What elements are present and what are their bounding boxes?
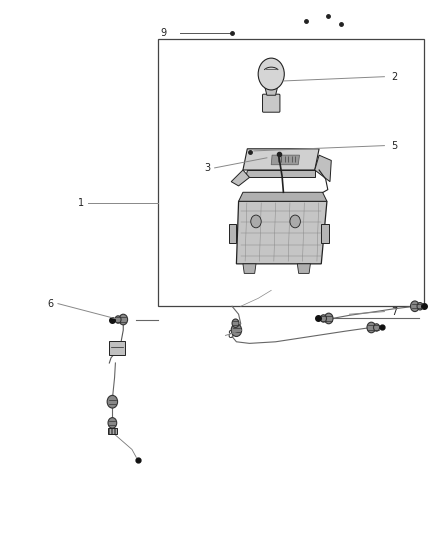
Polygon shape bbox=[245, 170, 315, 177]
Circle shape bbox=[251, 215, 261, 228]
Polygon shape bbox=[109, 341, 124, 355]
Polygon shape bbox=[239, 192, 327, 201]
Circle shape bbox=[417, 303, 423, 310]
Circle shape bbox=[107, 395, 117, 408]
Polygon shape bbox=[297, 264, 311, 273]
Polygon shape bbox=[315, 155, 331, 182]
Text: 6: 6 bbox=[47, 298, 53, 309]
Polygon shape bbox=[265, 86, 278, 95]
Text: 2: 2 bbox=[391, 71, 397, 82]
Circle shape bbox=[115, 316, 121, 323]
Polygon shape bbox=[231, 170, 250, 186]
Text: 3: 3 bbox=[204, 163, 210, 173]
Polygon shape bbox=[229, 224, 237, 243]
Text: 9: 9 bbox=[161, 28, 167, 38]
Circle shape bbox=[231, 324, 242, 336]
Circle shape bbox=[108, 418, 117, 428]
Bar bbox=[158, 38, 424, 306]
Polygon shape bbox=[243, 149, 319, 170]
Polygon shape bbox=[237, 201, 327, 264]
Text: 5: 5 bbox=[391, 141, 397, 151]
Text: 8: 8 bbox=[228, 330, 234, 341]
Circle shape bbox=[119, 314, 127, 325]
Circle shape bbox=[290, 215, 300, 228]
Circle shape bbox=[410, 301, 419, 312]
Circle shape bbox=[321, 315, 326, 322]
Circle shape bbox=[374, 324, 380, 331]
Text: 1: 1 bbox=[78, 198, 84, 208]
Circle shape bbox=[258, 58, 284, 90]
FancyBboxPatch shape bbox=[262, 94, 280, 112]
Circle shape bbox=[324, 313, 333, 324]
Polygon shape bbox=[321, 224, 329, 243]
Circle shape bbox=[232, 319, 239, 327]
Polygon shape bbox=[243, 264, 256, 273]
Circle shape bbox=[367, 322, 376, 333]
Bar bbox=[108, 427, 117, 434]
Polygon shape bbox=[271, 155, 300, 165]
Text: 7: 7 bbox=[391, 306, 397, 317]
